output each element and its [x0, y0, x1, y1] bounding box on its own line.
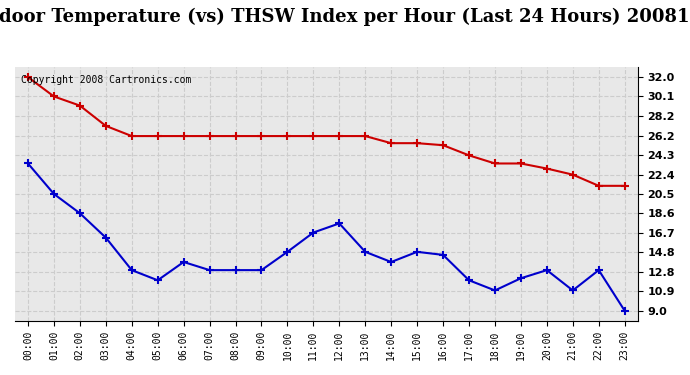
Text: Copyright 2008 Cartronics.com: Copyright 2008 Cartronics.com	[21, 75, 192, 85]
Text: Outdoor Temperature (vs) THSW Index per Hour (Last 24 Hours) 20081201: Outdoor Temperature (vs) THSW Index per …	[0, 8, 690, 26]
